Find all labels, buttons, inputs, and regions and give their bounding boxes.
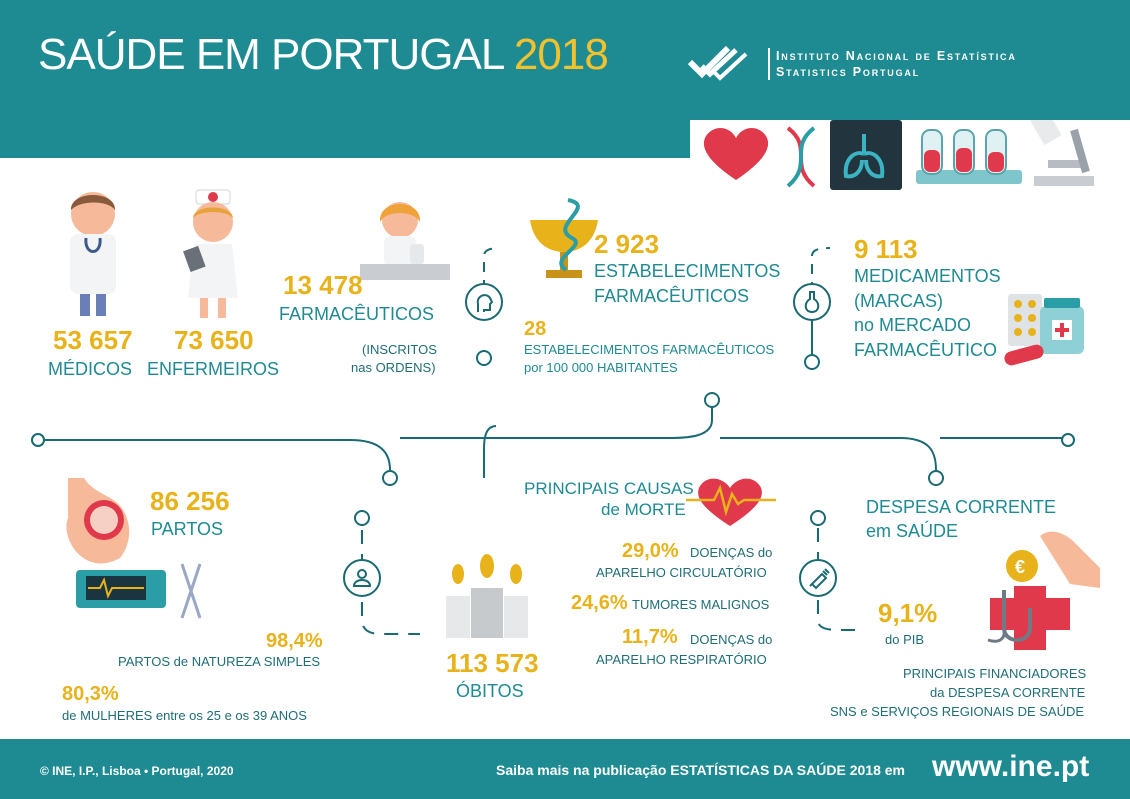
medicamentos-label1: MEDICAMENTOS bbox=[854, 266, 1001, 286]
medicamentos-label4: FARMACÊUTICO bbox=[854, 340, 998, 360]
partos-simple-pct: 98,4% bbox=[266, 630, 323, 652]
candles-icon bbox=[446, 554, 528, 638]
footer-bar: © INE, I.P., Lisboa • Portugal, 2020 Sai… bbox=[0, 739, 1130, 799]
estabelecimentos-label2: FARMACÊUTICOS bbox=[594, 286, 750, 306]
footer-more: Saiba mais na publicação ESTATÍSTICAS DA… bbox=[496, 762, 905, 778]
pharmacist-icon bbox=[360, 202, 450, 280]
nurse-icon bbox=[183, 189, 238, 318]
causa-1-label2: APARELHO CIRCULATÓRIO bbox=[596, 565, 767, 580]
medicamentos-value: 9 113 bbox=[854, 234, 918, 264]
pharmacy-bowl-icon bbox=[530, 198, 598, 278]
partos-women-pct: 80,3% bbox=[62, 683, 119, 705]
ine-logo-icon bbox=[688, 45, 748, 81]
head-profile-icon bbox=[476, 294, 494, 312]
causa-3-pct: 11,7% bbox=[622, 626, 678, 648]
test-tubes-icon bbox=[916, 129, 1022, 184]
farmaceuticos-note1: (INSCRITOS bbox=[362, 342, 437, 357]
estabelecimentos-rate: 28 bbox=[524, 318, 547, 340]
health-expense-icon: € bbox=[987, 531, 1100, 650]
enfermeiros-label: ENFERMEIROS bbox=[147, 359, 280, 379]
farmaceuticos-label: FARMACÊUTICOS bbox=[279, 304, 435, 324]
despesa-fin2: da DESPESA CORRENTE bbox=[930, 685, 1086, 700]
despesa-pct-label: do PIB bbox=[885, 632, 925, 647]
causa-1-label1: DOENÇAS do bbox=[690, 545, 773, 560]
causa-3-label2: APARELHO RESPIRATÓRIO bbox=[596, 652, 767, 667]
header-health-icons bbox=[703, 120, 1094, 190]
estabelecimentos-rate-label2: por 100 000 HABITANTES bbox=[524, 360, 678, 375]
causas-title1: PRINCIPAIS CAUSAS bbox=[524, 479, 694, 498]
causa-2-pct: 24,6% bbox=[571, 592, 628, 614]
microscope-icon bbox=[1030, 120, 1094, 186]
partos-value: 86 256 bbox=[150, 486, 230, 516]
estabelecimentos-value: 2 923 bbox=[594, 229, 660, 259]
despesa-fin3: SNS e SERVIÇOS REGIONAIS DE SAÚDE bbox=[830, 704, 1085, 719]
lungs-xray-icon bbox=[830, 120, 902, 190]
syringe-icon bbox=[809, 568, 830, 590]
estabelecimentos-rate-label1: ESTABELECIMENTOS FARMACÊUTICOS bbox=[524, 342, 775, 357]
medicos-value: 53 657 bbox=[53, 325, 133, 355]
person-badge-icon bbox=[352, 569, 372, 587]
heartbeat-icon bbox=[686, 478, 776, 526]
partos-women-label: de MULHERES entre os 25 e os 39 ANOS bbox=[62, 708, 307, 723]
partos-label: PARTOS bbox=[151, 519, 224, 539]
medicine-pills-icon bbox=[1004, 294, 1084, 366]
enfermeiros-value: 73 650 bbox=[174, 325, 254, 355]
header-banner: SAÚDE EM PORTUGAL 2018 Instituto Naciona… bbox=[0, 0, 1130, 160]
farmaceuticos-value: 13 478 bbox=[283, 270, 363, 300]
causa-1-pct: 29,0% bbox=[622, 540, 679, 562]
partos-simple-label: PARTOS de NATUREZA SIMPLES bbox=[118, 654, 321, 669]
dna-icon bbox=[786, 126, 816, 188]
despesa-title1: DESPESA CORRENTE bbox=[866, 497, 1057, 517]
obitos-value: 113 573 bbox=[446, 648, 539, 678]
medicamentos-label3: no MERCADO bbox=[854, 315, 972, 335]
despesa-title2: em SAÚDE bbox=[866, 521, 959, 541]
medicos-label: MÉDICOS bbox=[48, 359, 133, 379]
despesa-pct: 9,1% bbox=[878, 598, 938, 628]
title-year: 2018 bbox=[513, 30, 609, 79]
obitos-label: ÓBITOS bbox=[456, 681, 524, 701]
ine-name: Instituto Nacional de Estatística Statis… bbox=[768, 48, 1017, 80]
svg-text:€: € bbox=[1015, 557, 1025, 577]
page-title: SAÚDE EM PORTUGAL 2018 bbox=[38, 30, 609, 79]
causa-3-label1: DOENÇAS do bbox=[690, 632, 773, 647]
estabelecimentos-label1: ESTABELECIMENTOS bbox=[594, 261, 781, 281]
heart-icon bbox=[703, 127, 769, 180]
farmaceuticos-note2: nas ORDENS) bbox=[351, 360, 436, 375]
despesa-fin1: PRINCIPAIS FINANCIADORES bbox=[903, 666, 1087, 681]
doctor-icon bbox=[70, 192, 116, 316]
pregnancy-monitor-icon bbox=[66, 478, 202, 619]
causa-2-label1: TUMORES MALIGNOS bbox=[632, 597, 770, 612]
medicamentos-label2: (MARCAS) bbox=[854, 291, 943, 311]
footer-copyright: © INE, I.P., Lisboa • Portugal, 2020 bbox=[40, 764, 234, 778]
footer-url-link[interactable]: www.ine.pt bbox=[932, 750, 1090, 783]
flask-icon bbox=[804, 291, 820, 314]
causas-title2: de MORTE bbox=[601, 500, 686, 519]
